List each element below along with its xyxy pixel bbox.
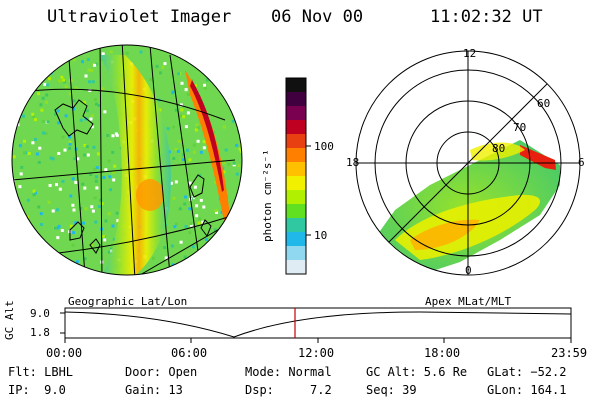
timeline-axis-label: GC Alt <box>3 300 16 340</box>
timeline-ytick-9: 9.0 <box>30 307 50 320</box>
right-panel-caption: Apex MLat/MLT <box>425 295 512 308</box>
status-gc-alt: GC Alt: 5.6 Re <box>366 365 468 379</box>
colorbar-segment <box>286 78 306 93</box>
mlt-label-18: 18 <box>346 156 360 169</box>
colorbar-segment <box>286 148 306 163</box>
colorbar-segment <box>286 232 306 247</box>
status-ip: IP: 9.0 <box>8 383 66 397</box>
colorbar-segment <box>286 92 306 107</box>
colorbar-unit-label: photon cm⁻²s⁻¹ <box>261 149 274 242</box>
colorbar-segment <box>286 246 306 261</box>
colorbar-segment <box>286 176 306 191</box>
colorbar-segment <box>286 190 306 205</box>
status-mode: Mode: Normal <box>245 365 332 379</box>
mlt-label-6: 6 <box>578 156 585 169</box>
colorbar-segment <box>286 120 306 135</box>
colorbar-segment <box>286 204 306 219</box>
colorbar <box>286 78 306 275</box>
status-gain: Gain: 13 <box>125 383 183 397</box>
status-door: Door: Open <box>125 365 198 379</box>
time-label: 11:02:32 UT <box>430 7 543 27</box>
timeline-xtick-2359: 23:59 <box>551 346 588 360</box>
instrument-title: Ultraviolet Imager <box>47 7 232 27</box>
status-glon: GLon: 164.1 <box>487 383 567 397</box>
timeline-xtick-0600: 06:00 <box>171 346 208 360</box>
status-dsp: Dsp: 7.2 <box>245 383 332 397</box>
status-seq: Seq: 39 <box>366 383 417 397</box>
mlt-label-0: 0 <box>465 264 472 277</box>
colorbar-segment <box>286 218 306 233</box>
colorbar-frame <box>285 77 307 275</box>
timeline-ytick-1.8: 1.8 <box>30 326 50 339</box>
polar-image <box>355 50 581 276</box>
colorbar-label-100: 100 <box>314 140 334 153</box>
colorbar-segment <box>286 162 306 177</box>
mlat-label-80: 80 <box>492 142 506 155</box>
timeline-xtick-1800: 18:00 <box>424 346 461 360</box>
colorbar-segment <box>286 106 306 121</box>
date-label: 06 Nov 00 <box>271 7 364 27</box>
status-filter: Flt: LBHL <box>8 365 74 379</box>
geographic-image <box>11 44 243 276</box>
timeline-xtick-0000: 00:00 <box>46 346 83 360</box>
colorbar-label-10: 10 <box>314 229 328 242</box>
altitude-timeline <box>60 307 572 343</box>
timeline-xtick-1200: 12:00 <box>298 346 335 360</box>
colorbar-segment <box>286 260 306 275</box>
status-glat: GLat: −52.2 <box>487 365 567 379</box>
colorbar-segment <box>286 134 306 149</box>
mlat-label-70: 70 <box>513 121 527 134</box>
mlat-label-60: 60 <box>537 97 551 110</box>
left-panel-caption: Geographic Lat/Lon <box>68 295 188 308</box>
mlt-label-12: 12 <box>463 47 477 60</box>
